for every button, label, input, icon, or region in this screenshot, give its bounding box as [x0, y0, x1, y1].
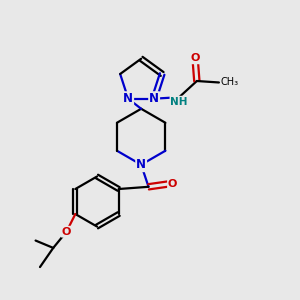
Text: O: O — [191, 53, 200, 63]
Text: CH₃: CH₃ — [220, 77, 238, 88]
Text: O: O — [168, 179, 177, 189]
Text: NH: NH — [170, 97, 188, 106]
Text: N: N — [136, 158, 146, 171]
Text: N: N — [149, 92, 159, 105]
Text: N: N — [123, 92, 133, 105]
Text: O: O — [62, 227, 71, 237]
